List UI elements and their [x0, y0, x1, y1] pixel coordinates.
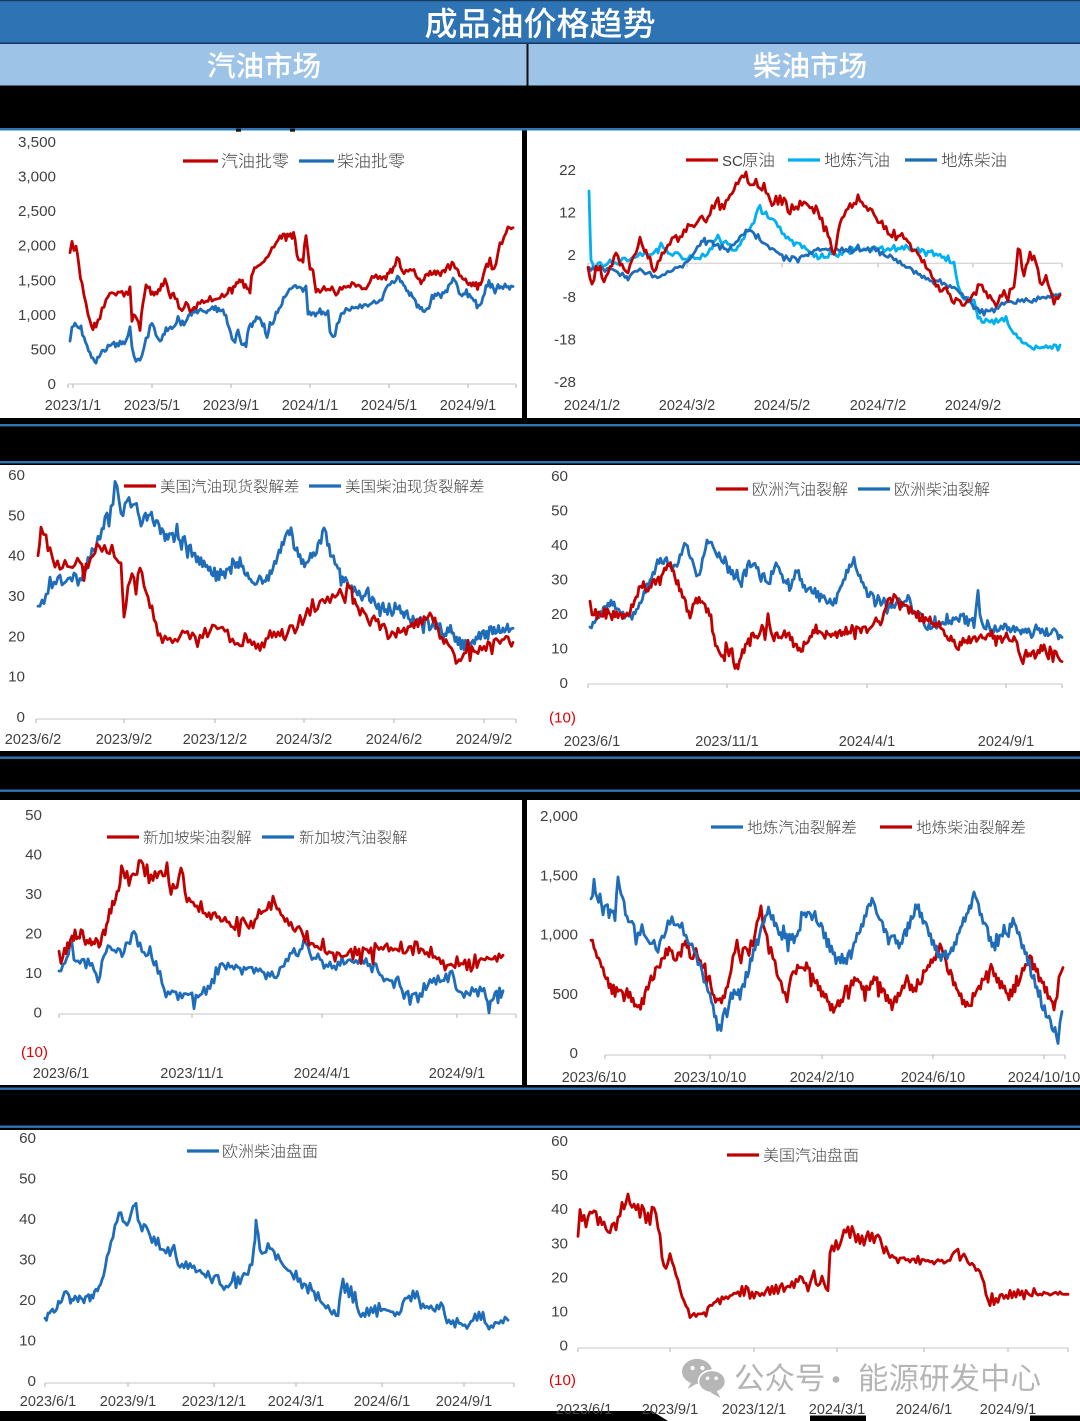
svg-text:2024/2/10: 2024/2/10: [790, 1070, 855, 1086]
svg-text:2,500: 2,500: [18, 203, 56, 220]
svg-text:2023/11/1: 2023/11/1: [160, 1066, 223, 1082]
svg-text:20: 20: [8, 628, 25, 645]
svg-text:2024/9/1: 2024/9/1: [980, 1402, 1036, 1418]
svg-text:2024/5/1: 2024/5/1: [361, 398, 417, 414]
svg-text:20: 20: [25, 926, 42, 943]
svg-text:(10): (10): [21, 1044, 48, 1061]
svg-text:10: 10: [25, 965, 42, 982]
svg-text:2024/4/1: 2024/4/1: [839, 734, 895, 750]
svg-text:(10): (10): [549, 710, 576, 727]
svg-text:22: 22: [559, 162, 576, 179]
svg-text:2024/4/1: 2024/4/1: [294, 1066, 350, 1082]
svg-text:3,000: 3,000: [18, 169, 56, 186]
svg-text:60: 60: [551, 468, 568, 485]
svg-text:2024/9/2: 2024/9/2: [945, 398, 1001, 414]
svg-text:2023/12/2: 2023/12/2: [183, 732, 248, 748]
svg-text:(10): (10): [549, 1372, 576, 1389]
svg-text:2023/9/2: 2023/9/2: [96, 732, 152, 748]
svg-text:2024/3/1: 2024/3/1: [268, 1394, 324, 1410]
svg-text:2023/6/1: 2023/6/1: [33, 1066, 89, 1082]
svg-text:40: 40: [8, 548, 25, 565]
svg-text:500: 500: [553, 986, 578, 1003]
svg-text:0: 0: [34, 1005, 42, 1022]
svg-text:0: 0: [28, 1373, 36, 1390]
svg-text:2023/9/1: 2023/9/1: [642, 1402, 698, 1418]
svg-text:10: 10: [8, 669, 25, 686]
svg-text:2024/9/1: 2024/9/1: [436, 1394, 492, 1410]
svg-text:0: 0: [560, 675, 568, 692]
svg-text:40: 40: [19, 1211, 36, 1228]
svg-text:2024/9/1: 2024/9/1: [978, 734, 1034, 750]
svg-text:500: 500: [31, 341, 56, 358]
svg-text:1,000: 1,000: [540, 927, 578, 944]
svg-text:0: 0: [17, 709, 25, 726]
svg-text:2024/6/2: 2024/6/2: [366, 732, 422, 748]
svg-text:SC: SC: [722, 153, 743, 170]
svg-text:40: 40: [25, 847, 42, 864]
svg-text:2024/1/1: 2024/1/1: [282, 398, 338, 414]
svg-text:50: 50: [8, 507, 25, 524]
svg-text:2023/1/1: 2023/1/1: [45, 398, 101, 414]
svg-text:2024/5/2: 2024/5/2: [754, 398, 810, 414]
svg-text:0: 0: [570, 1045, 578, 1062]
svg-text:2,000: 2,000: [540, 808, 578, 825]
svg-text:10: 10: [19, 1333, 36, 1350]
svg-text:2024/9/1: 2024/9/1: [429, 1066, 485, 1082]
svg-text:60: 60: [19, 1130, 36, 1147]
svg-text:20: 20: [551, 1269, 568, 1286]
svg-text:2024/6/1: 2024/6/1: [354, 1394, 410, 1410]
svg-text:40: 40: [551, 537, 568, 554]
svg-text:2024/3/1: 2024/3/1: [809, 1402, 865, 1418]
svg-text:2023/6/1: 2023/6/1: [564, 734, 620, 750]
svg-text:10: 10: [551, 1304, 568, 1321]
svg-text:2023/6/1: 2023/6/1: [556, 1402, 612, 1418]
svg-text:40: 40: [551, 1201, 568, 1218]
svg-text:3,500: 3,500: [18, 134, 56, 151]
svg-text:2024/9/1: 2024/9/1: [440, 398, 496, 414]
svg-text:50: 50: [25, 807, 42, 824]
svg-text:1,500: 1,500: [18, 272, 56, 289]
svg-text:2024/6/1: 2024/6/1: [896, 1402, 952, 1418]
svg-text:2024/9/2: 2024/9/2: [456, 732, 512, 748]
svg-text:30: 30: [19, 1252, 36, 1269]
svg-text:50: 50: [551, 1167, 568, 1184]
svg-text:2023/6/1: 2023/6/1: [20, 1394, 76, 1410]
svg-text:20: 20: [551, 606, 568, 623]
svg-text:0: 0: [48, 376, 56, 393]
svg-text:2023/12/1: 2023/12/1: [722, 1402, 787, 1418]
svg-text:30: 30: [25, 886, 42, 903]
svg-text:2023/11/1: 2023/11/1: [695, 734, 758, 750]
svg-text:2023/6/10: 2023/6/10: [562, 1070, 627, 1086]
svg-text:2023/9/1: 2023/9/1: [203, 398, 259, 414]
svg-text:30: 30: [8, 588, 25, 605]
svg-text:20: 20: [19, 1292, 36, 1309]
svg-text:1,500: 1,500: [540, 867, 578, 884]
svg-text:1,000: 1,000: [18, 307, 56, 324]
svg-text:2024/10/10: 2024/10/10: [1008, 1070, 1080, 1086]
svg-text:30: 30: [551, 1235, 568, 1252]
svg-text:10: 10: [551, 641, 568, 658]
svg-text:2024/7/2: 2024/7/2: [850, 398, 906, 414]
svg-text:-28: -28: [554, 374, 576, 391]
svg-text:0: 0: [560, 1338, 568, 1355]
svg-text:12: 12: [559, 204, 576, 221]
svg-text:2023/10/10: 2023/10/10: [674, 1070, 747, 1086]
svg-text:2024/3/2: 2024/3/2: [659, 398, 715, 414]
svg-text:2024/6/10: 2024/6/10: [901, 1070, 966, 1086]
svg-text:2023/12/1: 2023/12/1: [182, 1394, 247, 1410]
svg-text:2023/5/1: 2023/5/1: [124, 398, 180, 414]
svg-text:50: 50: [551, 503, 568, 520]
svg-text:2024/1/2: 2024/1/2: [564, 398, 620, 414]
svg-text:2,000: 2,000: [18, 238, 56, 255]
svg-text:2: 2: [568, 247, 576, 264]
svg-text:60: 60: [8, 467, 25, 484]
svg-text:60: 60: [551, 1133, 568, 1150]
svg-text:-8: -8: [562, 289, 576, 306]
svg-text:50: 50: [19, 1171, 36, 1188]
svg-text:30: 30: [551, 572, 568, 589]
svg-text:2023/9/1: 2023/9/1: [100, 1394, 156, 1410]
svg-text:2024/3/2: 2024/3/2: [276, 732, 332, 748]
svg-text:2023/6/2: 2023/6/2: [5, 732, 61, 748]
svg-text:-18: -18: [554, 332, 576, 349]
